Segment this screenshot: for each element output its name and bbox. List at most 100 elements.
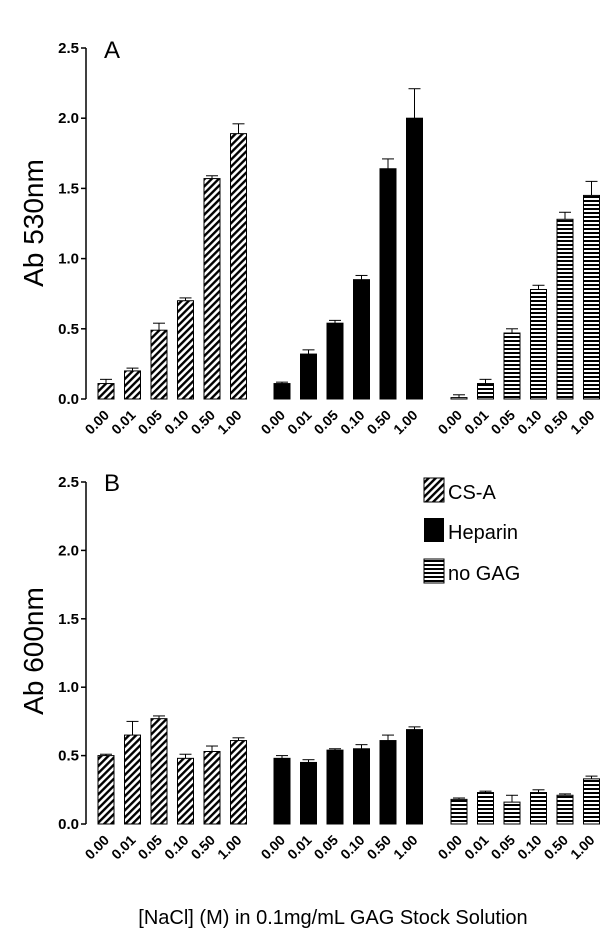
- panel-a-bar-cs-a-1: [124, 370, 141, 400]
- panel-a-y-tick-label: 2.5: [58, 40, 79, 57]
- panel-a-bar-cs-a-5: [230, 133, 247, 400]
- panel-b-bar-heparin-5: [406, 729, 423, 825]
- panel-a-y-tick-label: 0.0: [58, 391, 79, 408]
- panel-a-bar-heparin-5: [406, 117, 423, 400]
- panel-a-category-label: 0.00: [82, 407, 113, 438]
- panel-a-category-label: 0.05: [135, 407, 166, 438]
- panel-a-bar-cs-a-4: [203, 178, 221, 400]
- panel-a-category-label: 1.00: [214, 407, 245, 438]
- panel-b-bar-no-gag-1: [477, 792, 494, 825]
- legend-label-cs-a: CS-A: [448, 482, 496, 504]
- panel-a-y-tick-label: 0.5: [58, 321, 79, 338]
- x-axis-title: [NaCl] (M) in 0.1mg/mL GAG Stock Solutio…: [138, 907, 527, 929]
- panel-b-y-tick-label: 0.0: [58, 816, 79, 833]
- panel-b-category-label: 0.01: [284, 832, 315, 863]
- panel-b-bar-heparin-2: [326, 749, 344, 825]
- panel-b-bar-heparin-0: [273, 757, 291, 825]
- panel-a-category-label: 0.00: [258, 407, 289, 438]
- legend-entry-heparin: Heparin: [424, 518, 518, 544]
- panel-b-category-label: 0.50: [364, 832, 395, 863]
- panel-b-category-label: 0.10: [337, 832, 368, 863]
- panel-b-category-label: 1.00: [567, 832, 598, 863]
- panel-b-category-label: 0.10: [514, 832, 545, 863]
- panel-a-category-label: 0.05: [488, 407, 519, 438]
- panel-a-bar-cs-a-3: [177, 300, 194, 400]
- panel-a-bar-heparin-1: [300, 353, 317, 400]
- panel-a-bar-cs-a-2: [150, 329, 168, 400]
- panel-a-bar-cs-a-0: [97, 383, 115, 400]
- panel-a-letter: A: [104, 37, 120, 64]
- panel-b-y-tick-label: 1.0: [58, 679, 79, 696]
- panel-b-category-label: 1.00: [214, 832, 245, 863]
- legend: CS-A Heparin no GAG: [423, 477, 520, 585]
- panel-a-y-axis-label: Ab 530nm: [18, 159, 49, 287]
- panel-a-category-label: 0.50: [364, 407, 395, 438]
- panel-b-category-label: 1.00: [390, 832, 421, 863]
- legend-entry-cs-a: CS-A: [423, 477, 496, 504]
- panel-b-bar-no-gag-0: [450, 798, 468, 825]
- panel-a-category-label: 0.01: [461, 407, 492, 438]
- panel-b-y-axis-label: Ab 600nm: [18, 587, 49, 715]
- panel-a-bar-heparin-4: [379, 168, 397, 400]
- panel-a-bar-heparin-2: [326, 322, 344, 400]
- legend-swatch-no-gag: [423, 558, 445, 584]
- panel-b-category-label: 0.05: [135, 832, 166, 863]
- panel-b-bar-cs-a-1: [124, 734, 141, 825]
- panel-a-category-label: 1.00: [390, 407, 421, 438]
- panel-a-category-label: 0.50: [188, 407, 219, 438]
- panel-b-y-tick-label: 2.5: [58, 474, 79, 491]
- legend-swatch-heparin: [424, 518, 444, 542]
- legend-label-no-gag: no GAG: [448, 563, 520, 585]
- panel-a-bar-no-gag-4: [556, 218, 574, 400]
- panel-a-category-label: 0.01: [284, 407, 315, 438]
- panel-a-bar-no-gag-5: [583, 194, 600, 400]
- panel-a-chart: 0.00.51.01.52.02.5Ab 530nmA0.000.010.050…: [18, 37, 600, 437]
- legend-swatch-cs-a: [423, 477, 445, 503]
- panel-b-category-label: 0.50: [188, 832, 219, 863]
- panel-b-category-label: 0.00: [82, 832, 113, 863]
- panel-b-bar-heparin-1: [300, 761, 317, 825]
- panel-b-category-label: 0.05: [488, 832, 519, 863]
- panel-b-bar-heparin-3: [353, 748, 370, 825]
- panel-b-bar-cs-a-0: [97, 755, 115, 825]
- panel-a-category-label: 0.10: [514, 407, 545, 438]
- panel-b-bar-cs-a-4: [203, 750, 221, 825]
- panel-b-category-label: 0.01: [108, 832, 139, 863]
- panel-a-category-label: 0.10: [161, 407, 192, 438]
- panel-b-bar-cs-a-5: [230, 740, 247, 825]
- panel-b-bar-cs-a-3: [177, 757, 194, 825]
- panel-b-chart: 0.00.51.01.52.02.5Ab 600nmB0.000.010.050…: [18, 470, 600, 862]
- panel-b-bar-no-gag-4: [556, 794, 574, 825]
- panel-b-y-tick-label: 1.5: [58, 611, 79, 628]
- panel-a-category-label: 1.00: [567, 407, 598, 438]
- panel-a-bar-no-gag-0: [450, 397, 468, 400]
- panel-a-category-label: 0.00: [435, 407, 466, 438]
- panel-b-category-label: 0.01: [461, 832, 492, 863]
- panel-a-y-tick-label: 1.0: [58, 251, 79, 268]
- panel-a-bar-no-gag-2: [503, 332, 521, 400]
- panel-b-category-label: 0.05: [311, 832, 342, 863]
- panel-a-y-tick-label: 2.0: [58, 110, 79, 127]
- panel-b-bar-no-gag-2: [503, 801, 521, 825]
- legend-label-heparin: Heparin: [448, 522, 518, 544]
- panel-a-bar-no-gag-3: [530, 288, 547, 400]
- panel-a-category-label: 0.50: [541, 407, 572, 438]
- panel-b-bar-no-gag-5: [583, 778, 600, 825]
- panel-b-category-label: 0.00: [258, 832, 289, 863]
- panel-b-bar-heparin-4: [379, 740, 397, 825]
- panel-a-category-label: 0.01: [108, 407, 139, 438]
- panel-a-y-tick-label: 1.5: [58, 180, 79, 197]
- legend-entry-no-gag: no GAG: [423, 558, 520, 585]
- panel-b-category-label: 0.50: [541, 832, 572, 863]
- panel-a-category-label: 0.10: [337, 407, 368, 438]
- panel-b-letter: B: [104, 470, 120, 497]
- panel-b-category-label: 0.00: [435, 832, 466, 863]
- panel-a-category-label: 0.05: [311, 407, 342, 438]
- panel-a-bar-heparin-0: [273, 383, 291, 400]
- panel-a-bar-no-gag-1: [477, 383, 494, 400]
- panel-b-bar-no-gag-3: [530, 792, 547, 825]
- panel-a-bar-heparin-3: [353, 279, 370, 400]
- panel-b-y-tick-label: 0.5: [58, 748, 79, 765]
- panel-b-y-tick-label: 2.0: [58, 542, 79, 559]
